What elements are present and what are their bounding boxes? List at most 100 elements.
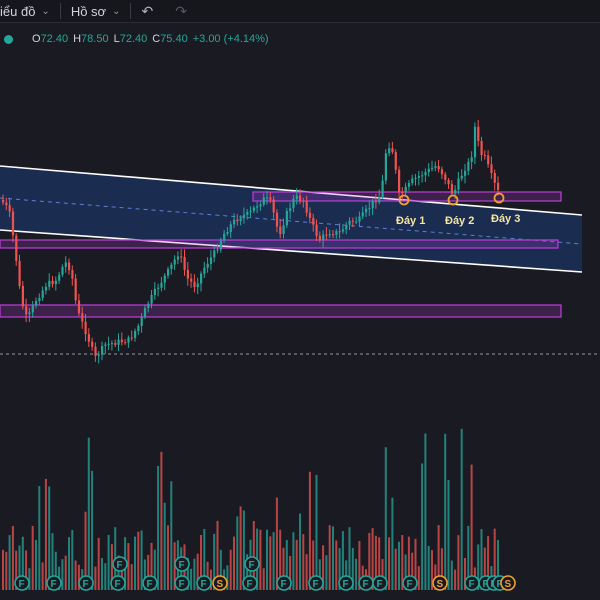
volume-bar — [252, 521, 255, 590]
event-marker-label: F — [147, 579, 153, 590]
financial-event-marker — [14, 575, 30, 591]
volume-bar — [44, 478, 47, 590]
open-value: 72.40 — [40, 33, 69, 45]
volume-bar — [213, 533, 216, 590]
candle-body — [219, 240, 222, 250]
volume-bar — [414, 538, 417, 590]
volume-bar — [91, 470, 94, 590]
volume-bar — [186, 557, 189, 590]
candle-body — [216, 249, 219, 251]
candle-body — [134, 330, 137, 338]
profile-menu[interactable]: Hồ sơ ⌄ — [71, 0, 121, 22]
channel-upper-line — [0, 165, 583, 216]
candle-body — [374, 201, 378, 203]
volume-bar — [497, 540, 499, 590]
event-marker-label: F — [247, 579, 253, 590]
undo-icon[interactable]: ↶ — [141, 2, 154, 19]
candle-body — [41, 290, 44, 298]
volume-bar — [295, 539, 298, 590]
top-toolbar: iểu đồ ⌄ Hồ sơ ⌄ ↶ ↷ — [0, 0, 600, 23]
candle-body — [58, 274, 61, 281]
candle-body — [31, 305, 34, 313]
toolbar-divider — [130, 3, 132, 19]
candles — [2, 119, 500, 364]
candle-body — [490, 164, 493, 174]
candle-body — [35, 301, 38, 306]
candle-body — [381, 180, 384, 197]
candle-body — [299, 195, 302, 201]
volume-bar — [272, 532, 275, 590]
descending-channel — [0, 165, 600, 355]
candle-body — [345, 224, 348, 230]
volume-bar — [219, 549, 222, 590]
volume-bar — [368, 533, 371, 590]
event-marker-label: F — [483, 579, 489, 590]
candle-body — [348, 220, 351, 225]
close-value: 75.40 — [160, 33, 188, 45]
candle-body — [150, 295, 153, 304]
event-marker-label: F — [407, 579, 413, 590]
volume-bar — [315, 475, 318, 590]
volume-bar — [384, 447, 387, 590]
financial-event-marker — [338, 575, 354, 591]
volume-bar — [41, 562, 44, 590]
bottom-label-1: Đáy 1 — [396, 215, 425, 227]
volume-bar — [226, 565, 229, 590]
candle-body — [11, 211, 15, 236]
volume-bar — [477, 544, 480, 590]
candle-body — [289, 208, 292, 212]
candle-body — [170, 264, 173, 269]
volume-bar — [38, 486, 41, 590]
candle-body — [127, 337, 130, 343]
volume-bar — [332, 526, 334, 590]
chart-menu-label: iểu đồ — [0, 3, 36, 19]
volume-bar — [312, 540, 315, 590]
candle-body — [308, 212, 312, 218]
volume-bar — [64, 555, 67, 590]
candle-body — [51, 280, 54, 285]
volume-bar — [236, 516, 239, 590]
volume-bar — [454, 569, 457, 590]
candle-body — [223, 233, 226, 241]
volume-bar — [328, 525, 331, 590]
candle-body — [454, 189, 457, 194]
volume-bar — [302, 534, 305, 590]
candle-body — [124, 342, 127, 344]
candle-body — [61, 266, 64, 275]
volume-bar — [117, 555, 120, 590]
volume-bar — [239, 506, 242, 590]
chevron-down-icon: ⌄ — [41, 5, 50, 17]
candle-body — [71, 270, 74, 279]
volume-bar — [305, 554, 308, 590]
candle-body — [114, 343, 117, 345]
volume-bar — [5, 551, 8, 590]
redo-icon[interactable]: ↷ — [175, 2, 187, 19]
event-marker-label: F — [19, 579, 25, 590]
candle-body — [180, 256, 183, 258]
profile-menu-label: Hồ sơ — [70, 3, 107, 19]
candle-body — [427, 168, 430, 173]
volume-bar — [68, 537, 70, 590]
candle-body — [480, 140, 483, 156]
volume-bar — [143, 559, 146, 590]
volume-bar — [292, 532, 295, 590]
volume-bar — [190, 568, 193, 590]
candle-body — [493, 173, 496, 183]
candle-body — [421, 175, 424, 177]
volume-bar — [206, 561, 209, 590]
candle-body — [15, 235, 18, 261]
volume-bar — [493, 528, 496, 590]
volume-bar — [54, 551, 57, 590]
candle-body — [282, 225, 285, 235]
candle-body — [275, 212, 279, 227]
chart-menu[interactable]: iểu đồ ⌄ — [0, 0, 50, 22]
volume-bar — [358, 540, 361, 590]
candle-body — [269, 197, 272, 200]
financial-event-marker — [110, 575, 126, 591]
volume-bar — [21, 536, 24, 590]
candle-body — [97, 354, 100, 356]
volume-bar — [163, 502, 166, 590]
event-marker-label: S — [437, 579, 444, 590]
channel-fill — [0, 166, 582, 272]
